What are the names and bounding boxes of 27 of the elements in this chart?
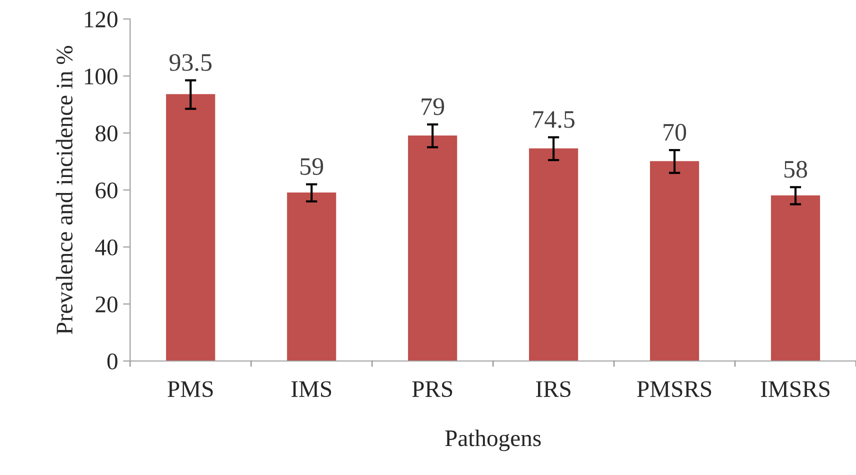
data-label: 79 xyxy=(422,98,444,116)
x-tick-label: IMS xyxy=(291,381,332,398)
bar xyxy=(287,192,336,361)
bar xyxy=(770,195,820,361)
data-label: 58 xyxy=(784,160,808,178)
y-tick-label: 60 xyxy=(96,182,118,198)
bar xyxy=(408,136,458,361)
data-label: 93.5 xyxy=(170,54,212,72)
x-tick-label: PMS xyxy=(168,381,213,398)
data-label: 59 xyxy=(300,158,324,175)
x-tick-label: PMSRS xyxy=(637,381,712,398)
y-axis-title: Prevalence and incidence in % xyxy=(56,46,73,334)
y-tick-label: 80 xyxy=(96,125,118,142)
x-tick-label: IRS xyxy=(536,381,570,398)
y-tick-label: 0 xyxy=(107,353,118,370)
y-tick-label: 20 xyxy=(96,296,118,312)
y-tick-label: 100 xyxy=(84,68,118,84)
bar xyxy=(166,94,216,361)
y-tick-label: 120 xyxy=(84,11,118,28)
x-tick-label: PRS xyxy=(412,381,452,398)
data-label: 70 xyxy=(664,124,686,141)
x-axis-title: Pathogens xyxy=(445,430,541,452)
data-label: 74.5 xyxy=(533,111,574,128)
x-tick-label: IMSRS xyxy=(760,381,830,398)
bar xyxy=(529,148,578,361)
bar xyxy=(650,161,700,361)
y-tick-label: 40 xyxy=(95,239,118,256)
